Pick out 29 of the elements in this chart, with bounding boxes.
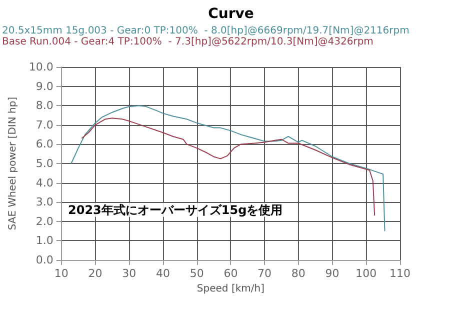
y-axis-title: SAE Wheel power [DIN hp] bbox=[8, 96, 18, 230]
x-tick-label: 110 bbox=[390, 267, 410, 280]
x-tick-label: 50 bbox=[190, 267, 204, 280]
x-axis-title: Speed [km/h] bbox=[196, 284, 265, 294]
y-tick-label: 4.0 bbox=[36, 176, 54, 190]
y-tick-label: 9.0 bbox=[36, 80, 54, 93]
y-tick-label: 5.0 bbox=[36, 157, 54, 170]
y-tick-label: 7.0 bbox=[36, 118, 54, 132]
y-tick-label: 2.0 bbox=[36, 214, 54, 228]
y-tick-label: 10.0 bbox=[28, 60, 54, 74]
x-tick-label: 30 bbox=[122, 267, 136, 280]
x-tick-label: 20 bbox=[88, 267, 102, 280]
y-tick-label: 6.0 bbox=[36, 138, 54, 151]
x-tick-label: 60 bbox=[224, 267, 238, 280]
x-tick-label: 10 bbox=[54, 267, 68, 280]
text: 20.5x15mm 15g.003 - Gear:0 TP:100% - 8.0[hp]@6669rpm/19.7[Nm]@2116rpm bbox=[2, 26, 410, 36]
line-series bbox=[70, 105, 386, 232]
text: Base Run.004 - Gear:4 TP:100% - 7.3[hp]@5622rpm/10.3[Nm]@4326rpm bbox=[2, 36, 374, 48]
annotation: 2023年式にオーバーサイズ15gを使用 bbox=[68, 203, 283, 217]
y-tick-label: 8.0 bbox=[36, 99, 54, 112]
x-tick-label: 80 bbox=[291, 267, 306, 280]
x-tick-label: 70 bbox=[258, 267, 272, 280]
y-tick-label: 3.0 bbox=[36, 196, 54, 209]
y-tick-label: 1.0 bbox=[36, 234, 54, 248]
chart-title: Curve bbox=[208, 6, 254, 22]
y-tick-label: 0.0 bbox=[36, 254, 54, 266]
x-tick-label: 90 bbox=[325, 267, 340, 280]
x-tick-label: 40 bbox=[156, 267, 170, 280]
x-tick-label: 100 bbox=[356, 267, 377, 280]
